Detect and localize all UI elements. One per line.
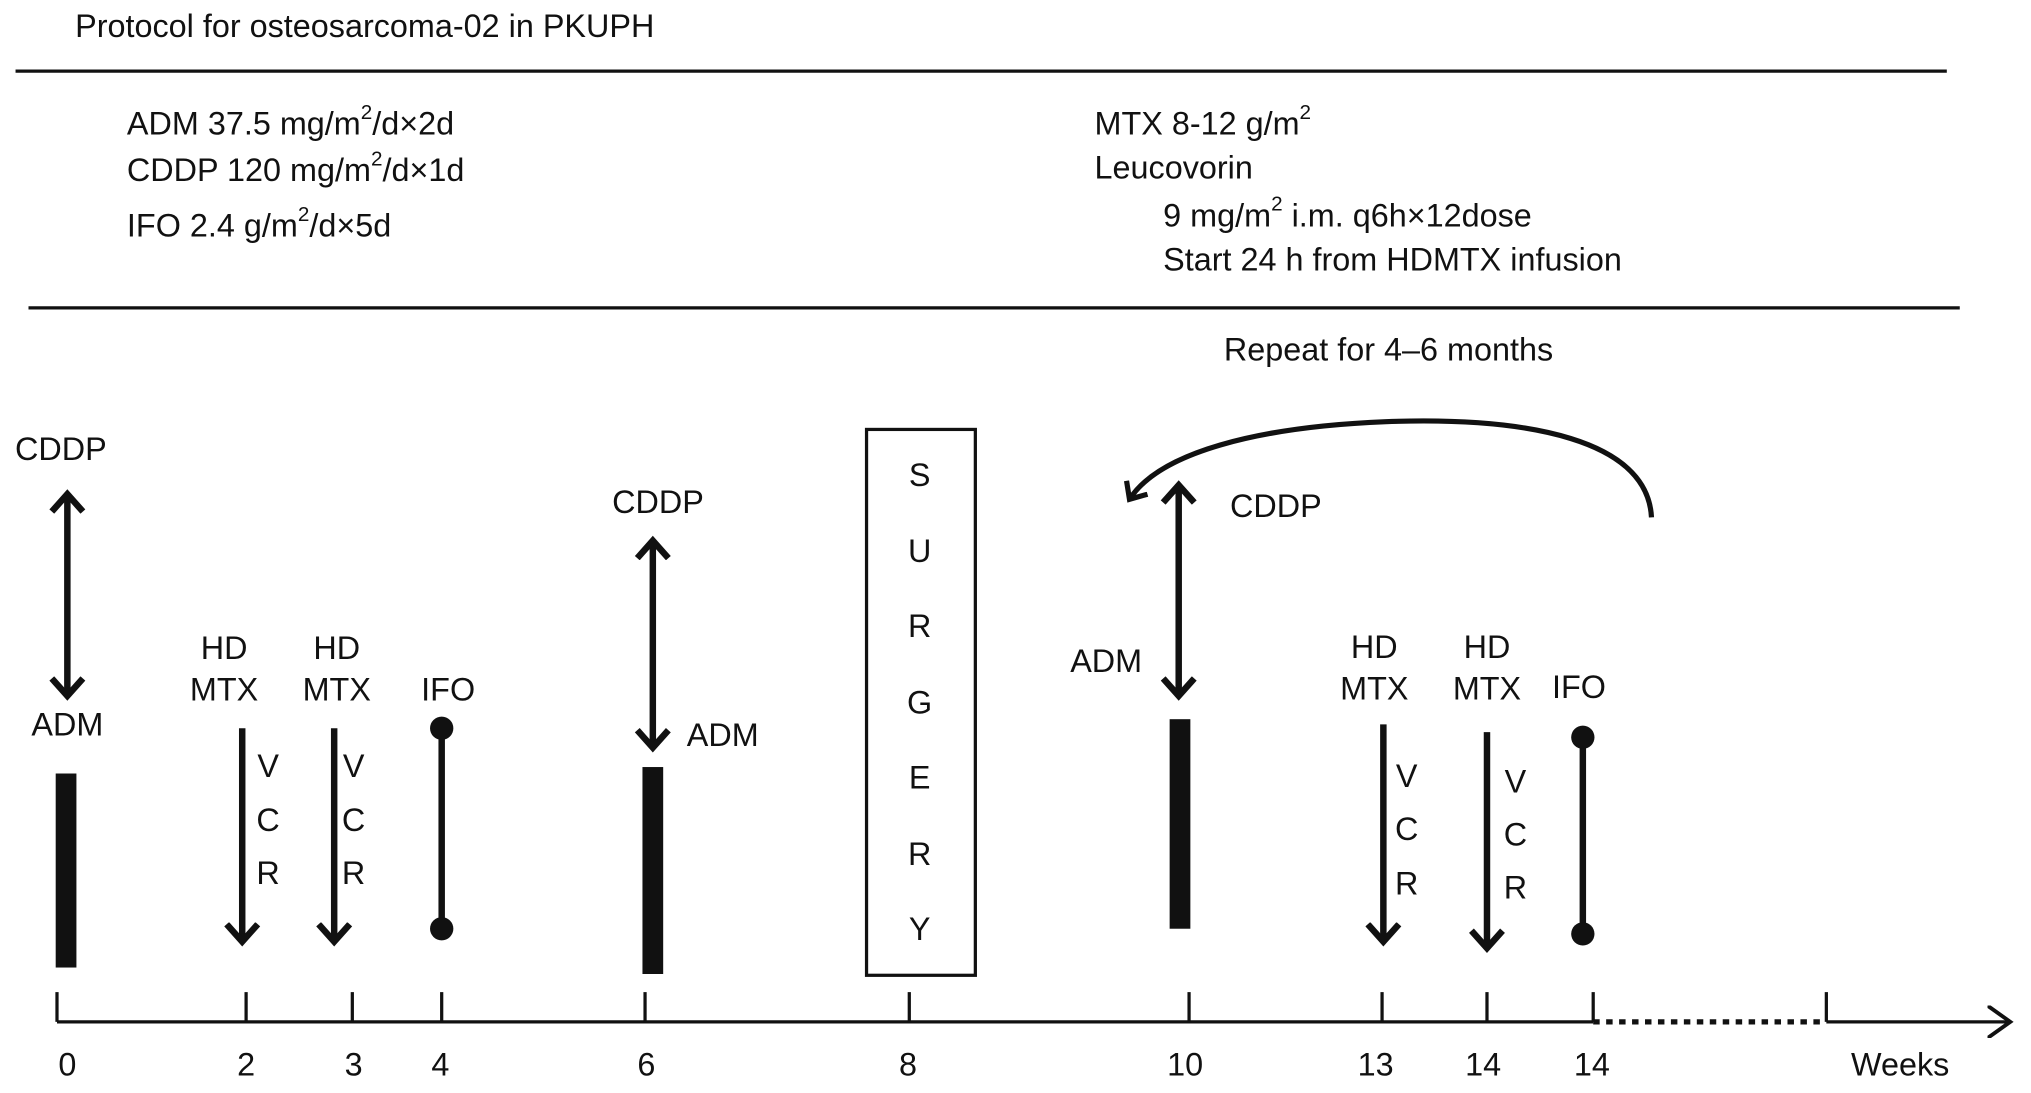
side-label: R — [1504, 869, 1527, 905]
week-label: 14 — [1465, 1047, 1501, 1083]
side-label: R — [256, 855, 279, 891]
drug-label: IFO — [1552, 669, 1606, 705]
side-label: V — [343, 748, 365, 784]
drug-label: CDDP — [1230, 488, 1322, 524]
side-label: C — [1504, 816, 1527, 852]
surgery-letter: E — [909, 760, 931, 796]
regimen-text: i.m. q6h×12dose — [1283, 197, 1532, 233]
superscript: 2 — [1271, 193, 1283, 216]
superscript: 2 — [371, 148, 383, 171]
side-label: C — [1395, 811, 1418, 847]
surgery-letter: R — [908, 608, 931, 644]
regimen-text: IFO 2.4 g/m — [127, 207, 298, 243]
week-label: 8 — [899, 1047, 917, 1083]
regimen-text: Start 24 h from HDMTX infusion — [1163, 241, 1622, 277]
drug-label: HD — [1464, 629, 1511, 665]
regimen-text: MTX 8-12 g/m — [1095, 105, 1300, 141]
dose-bar — [55, 773, 77, 968]
regimen-text: /d×5d — [309, 207, 391, 243]
infusion-dot — [430, 716, 454, 740]
drug-label: CDDP — [612, 484, 704, 520]
drug-label: HD — [313, 630, 360, 666]
drug-label: ADM — [1070, 643, 1142, 679]
week-label: 2 — [237, 1047, 255, 1083]
regimen-text: ADM 37.5 mg/m — [127, 105, 361, 141]
side-label: R — [1395, 866, 1418, 902]
repeat-arrow — [1129, 418, 1655, 518]
drug-label: MTX — [190, 672, 258, 708]
regimen-line: ADM 37.5 mg/m2/d×2d — [127, 101, 454, 141]
drug-label: IFO — [421, 672, 475, 708]
surgery-letter: G — [907, 685, 932, 721]
drug-label: MTX — [1340, 670, 1408, 706]
regimen-line: CDDP 120 mg/m2/d×1d — [127, 148, 464, 188]
drug-label: ADM — [687, 717, 759, 753]
drug-label: HD — [201, 630, 248, 666]
infusion-dot — [1571, 922, 1595, 946]
drug-label: CDDP — [15, 431, 107, 467]
drug-label: MTX — [1453, 670, 1521, 706]
regimen-text: CDDP 120 mg/m — [127, 152, 371, 188]
side-label: R — [342, 855, 365, 891]
side-label: C — [256, 802, 279, 838]
week-label: 13 — [1358, 1047, 1394, 1083]
week-label: 14 — [1574, 1047, 1610, 1083]
superscript: 2 — [1300, 101, 1312, 124]
surgery-box — [864, 427, 977, 977]
surgery-letter: U — [908, 533, 931, 569]
week-label: 4 — [431, 1047, 449, 1083]
title: Protocol for osteosarcoma-02 in PKUPH — [75, 8, 654, 44]
superscript: 2 — [298, 203, 310, 226]
regimen-line: IFO 2.4 g/m2/d×5d — [127, 203, 391, 243]
infusion-dot — [1571, 725, 1595, 749]
side-label: C — [342, 802, 365, 838]
drug-label: HD — [1351, 629, 1398, 665]
regimen-line: Start 24 h from HDMTX infusion — [1163, 241, 1622, 277]
tick-group: 0 2 3 4 6 8 10 13 14 14 — [55, 992, 1828, 1083]
regimen-line: 9 mg/m2 i.m. q6h×12dose — [1163, 193, 1532, 233]
axis-label: Weeks — [1851, 1047, 1949, 1083]
side-label: V — [257, 748, 279, 784]
side-label: V — [1505, 763, 1527, 799]
regimen-text: Leucovorin — [1095, 149, 1253, 185]
drug-label: MTX — [303, 672, 371, 708]
surgery-letter: R — [908, 836, 931, 872]
regimen-text: 9 mg/m — [1163, 197, 1271, 233]
surgery-letter: S — [909, 457, 931, 493]
regimen-text: /d×1d — [382, 152, 464, 188]
regimen-text: /d×2d — [372, 105, 454, 141]
week-label: 3 — [345, 1047, 363, 1083]
dose-bar — [642, 767, 664, 974]
surgery-letter: Y — [909, 911, 931, 947]
week-label: 10 — [1167, 1047, 1203, 1083]
side-label: V — [1396, 758, 1418, 794]
regimen-line: MTX 8-12 g/m2 — [1095, 101, 1312, 141]
infusion-dot — [430, 917, 454, 941]
dose-bar — [1169, 719, 1191, 929]
drug-label: ADM — [31, 707, 103, 743]
repeat-label: Repeat for 4–6 months — [1224, 331, 1553, 367]
week-label: 0 — [58, 1047, 76, 1083]
week-label: 6 — [637, 1047, 655, 1083]
regimen-line: Leucovorin — [1095, 149, 1253, 185]
superscript: 2 — [361, 101, 373, 124]
